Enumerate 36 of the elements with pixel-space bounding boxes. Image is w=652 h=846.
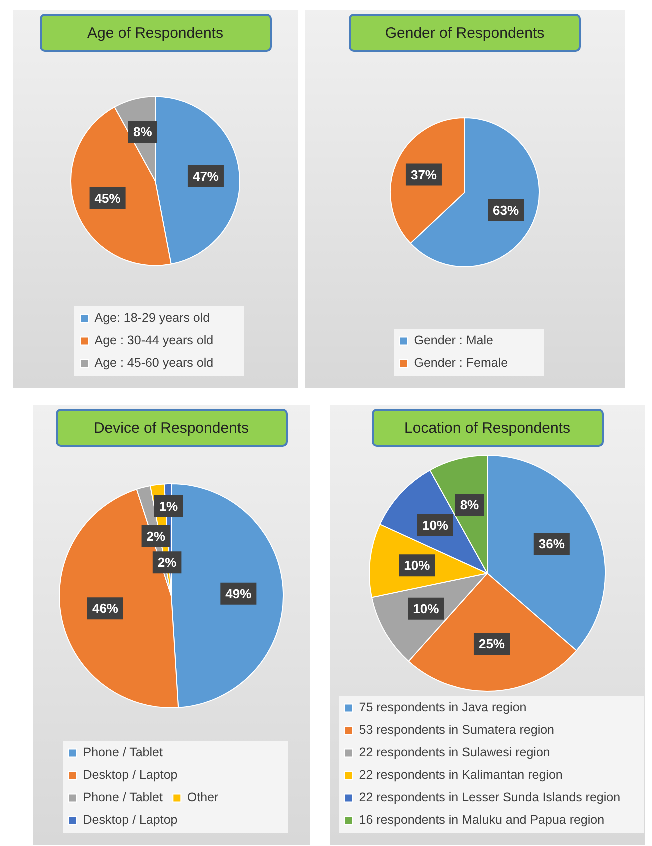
legend-label: Other bbox=[187, 790, 219, 805]
chart-title: Age of Respondents bbox=[40, 14, 272, 52]
data-label: 8% bbox=[460, 498, 480, 513]
data-label: 2% bbox=[158, 555, 178, 570]
legend-label: Desktop / Laptop bbox=[83, 768, 178, 782]
legend-label: Gender : Male bbox=[414, 334, 494, 348]
legend-label: Gender : Female bbox=[414, 356, 508, 370]
legend-label: Age : 30-44 years old bbox=[94, 334, 214, 348]
text: Location of Respondents bbox=[372, 409, 604, 447]
legend-label: Phone / Tablet bbox=[83, 746, 164, 760]
data-label: 10% bbox=[404, 558, 431, 574]
legend-label: Age: 18-29 years old bbox=[94, 311, 210, 326]
data-label: 46% bbox=[92, 601, 119, 616]
legend-label: Age : 45-60 years old bbox=[94, 356, 214, 370]
data-label: 10% bbox=[422, 518, 449, 534]
data-label: 49% bbox=[226, 586, 252, 602]
legend-label: 22 respondents in Kalimantan region bbox=[359, 768, 563, 782]
data-label: 25% bbox=[478, 636, 506, 652]
legend-label: 53 respondents in Sumatera region bbox=[359, 723, 555, 738]
data-label: 2% bbox=[146, 528, 166, 544]
chart-title: Device of Respondents bbox=[56, 409, 288, 447]
legend-label: 75 respondents in Java region bbox=[359, 700, 527, 715]
legend-label: 22 respondents in Lesser Sunda Islands region bbox=[359, 790, 621, 805]
legend-label: Desktop / Laptop bbox=[83, 813, 178, 828]
data-label: 8% bbox=[133, 124, 153, 140]
data-label: 47% bbox=[192, 169, 220, 184]
data-label: 1% bbox=[159, 499, 179, 514]
chart-title: Gender of Respondents bbox=[349, 14, 581, 52]
data-label: 37% bbox=[410, 167, 438, 182]
legend-label: Phone / Tablet bbox=[83, 790, 164, 805]
legend-label: 16 respondents in Maluku and Papua region bbox=[359, 813, 605, 828]
data-label: 63% bbox=[493, 202, 520, 218]
legend-label: 22 respondents in Sulawesi region bbox=[359, 746, 550, 760]
data-label: 10% bbox=[413, 601, 440, 616]
data-label: 36% bbox=[538, 536, 566, 552]
data-label: 45% bbox=[94, 191, 122, 206]
